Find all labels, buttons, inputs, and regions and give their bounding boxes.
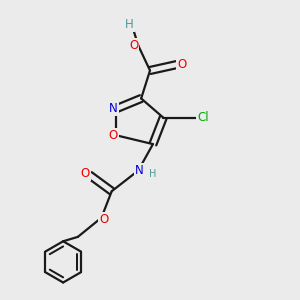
Text: O: O: [129, 39, 138, 52]
Text: N: N: [109, 102, 118, 115]
Text: Cl: Cl: [197, 111, 209, 124]
Text: O: O: [177, 58, 186, 71]
Text: O: O: [99, 213, 108, 226]
Text: H: H: [148, 169, 156, 178]
Text: O: O: [109, 129, 118, 142]
Text: H: H: [125, 18, 134, 32]
Text: N: N: [135, 164, 144, 177]
Text: O: O: [81, 167, 90, 180]
